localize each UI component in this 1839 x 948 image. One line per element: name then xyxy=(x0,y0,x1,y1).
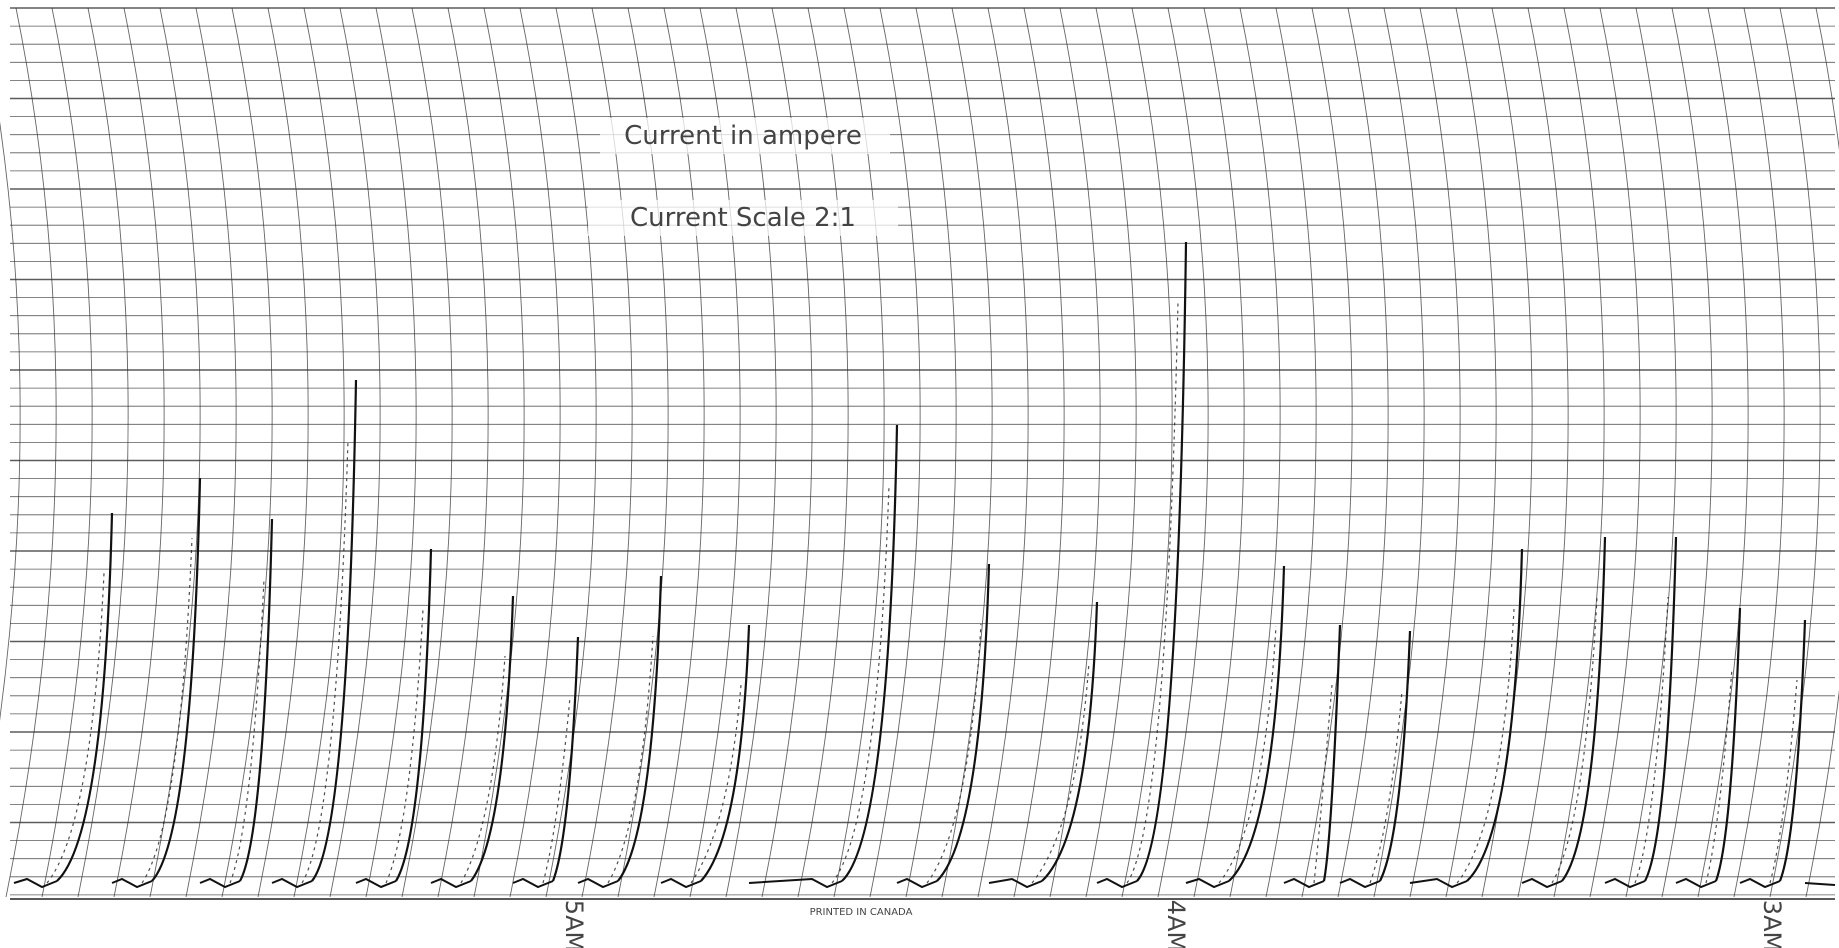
time-arc xyxy=(1662,8,1712,897)
trace-spike-shadow xyxy=(1314,685,1332,883)
time-label: 3AM xyxy=(1758,900,1786,948)
time-arc xyxy=(186,8,236,897)
recorder-trace xyxy=(14,242,1835,887)
trace-wiggle xyxy=(1676,879,1716,887)
trace-wiggle xyxy=(1097,879,1137,887)
time-arc xyxy=(42,8,92,897)
trace-wiggle xyxy=(1340,879,1380,887)
time-arc xyxy=(222,8,272,897)
time-arc xyxy=(1194,8,1244,897)
trace-spike-shadow xyxy=(386,609,423,883)
trace-wiggle xyxy=(1186,879,1229,887)
trace-spike xyxy=(553,637,578,881)
trace-wiggle xyxy=(200,879,240,887)
trace-spike-shadow xyxy=(1635,597,1668,883)
trace-spike-shadow xyxy=(1219,626,1276,883)
time-arc xyxy=(294,8,344,897)
time-arc xyxy=(1734,8,1784,897)
trace-wiggle xyxy=(897,879,937,887)
time-arc xyxy=(1086,8,1136,897)
time-arc xyxy=(366,8,416,897)
trace-wiggle xyxy=(989,879,1042,887)
time-arc xyxy=(1338,8,1388,897)
trace-spike-shadow xyxy=(142,538,192,883)
trace-spike xyxy=(1324,625,1340,881)
time-arc xyxy=(1158,8,1208,897)
trace-spike xyxy=(618,576,661,881)
time-arc xyxy=(1014,8,1064,897)
trace-spike-shadow xyxy=(1770,680,1797,883)
trace-spike xyxy=(937,564,989,881)
trace-wiggle xyxy=(356,879,396,887)
time-arc xyxy=(510,8,560,897)
time-arc xyxy=(258,8,308,897)
time-arc xyxy=(1626,8,1676,897)
time-arc xyxy=(1590,8,1640,897)
time-label: 5AM xyxy=(560,900,588,948)
trace-spike-shadow xyxy=(1457,609,1514,883)
time-arc xyxy=(1266,8,1316,897)
trace-wiggle xyxy=(1410,879,1467,887)
trace-spike xyxy=(1229,566,1284,881)
trace-wiggle xyxy=(431,879,471,887)
trace-spike-shadow xyxy=(1127,302,1178,883)
trace-spike xyxy=(396,549,431,881)
trace-spike-shadow xyxy=(1706,668,1732,883)
trace-wiggle xyxy=(1740,879,1780,887)
chart-grid xyxy=(0,8,1839,899)
trace-wiggle xyxy=(14,879,57,887)
trace-spike xyxy=(842,425,897,881)
trace-spike-shadow xyxy=(543,697,570,883)
time-arc xyxy=(474,8,524,897)
time-arc xyxy=(114,8,164,897)
time-arc xyxy=(1410,8,1460,897)
time-arc xyxy=(1446,8,1496,897)
time-arc xyxy=(1050,8,1100,897)
trace-wiggle xyxy=(749,879,842,887)
trace-spike-shadow xyxy=(1032,662,1089,883)
trace-wiggle xyxy=(513,879,553,887)
time-arc xyxy=(402,8,452,897)
imprint: PRINTED IN CANADA xyxy=(810,907,913,918)
page: Current in ampere Current Scale 2:1 PRIN… xyxy=(0,0,1839,948)
recorder-chart: Current in ampere Current Scale 2:1 PRIN… xyxy=(0,0,1839,948)
trace-spike-shadow xyxy=(1370,691,1402,883)
time-arc xyxy=(1302,8,1352,897)
trace-wiggle xyxy=(1605,879,1645,887)
time-arc xyxy=(78,8,128,897)
trace-spike xyxy=(152,478,200,881)
trace-spike-shadow xyxy=(927,624,981,883)
time-arc xyxy=(6,8,56,897)
time-arc xyxy=(1554,8,1604,897)
trace-wiggle xyxy=(112,879,152,887)
trace-wiggle xyxy=(661,879,701,887)
time-arc xyxy=(978,8,1028,897)
trace-spike xyxy=(1780,620,1805,881)
trace-spike xyxy=(701,625,749,881)
trace-wiggle xyxy=(272,879,312,887)
time-label: 4AM xyxy=(1162,900,1190,948)
time-arc xyxy=(150,8,200,897)
chart-title: Current in ampere xyxy=(624,121,862,151)
time-arc xyxy=(1806,8,1839,897)
trace-spike-shadow xyxy=(608,636,653,883)
trace-wiggle xyxy=(1805,883,1835,885)
trace-spike xyxy=(1562,537,1605,881)
trace-spike-shadow xyxy=(47,573,104,883)
time-arc xyxy=(1230,8,1280,897)
trace-spike xyxy=(240,519,272,881)
time-arc xyxy=(0,8,20,897)
time-arc xyxy=(1374,8,1424,897)
chart-subtitle: Current Scale 2:1 xyxy=(630,203,856,233)
trace-spike-shadow xyxy=(1552,597,1597,883)
trace-spike-shadow xyxy=(230,579,264,883)
trace-spike xyxy=(57,513,112,881)
time-arc xyxy=(438,8,488,897)
time-arc xyxy=(906,8,956,897)
time-arc xyxy=(1518,8,1568,897)
time-arc xyxy=(1770,8,1820,897)
